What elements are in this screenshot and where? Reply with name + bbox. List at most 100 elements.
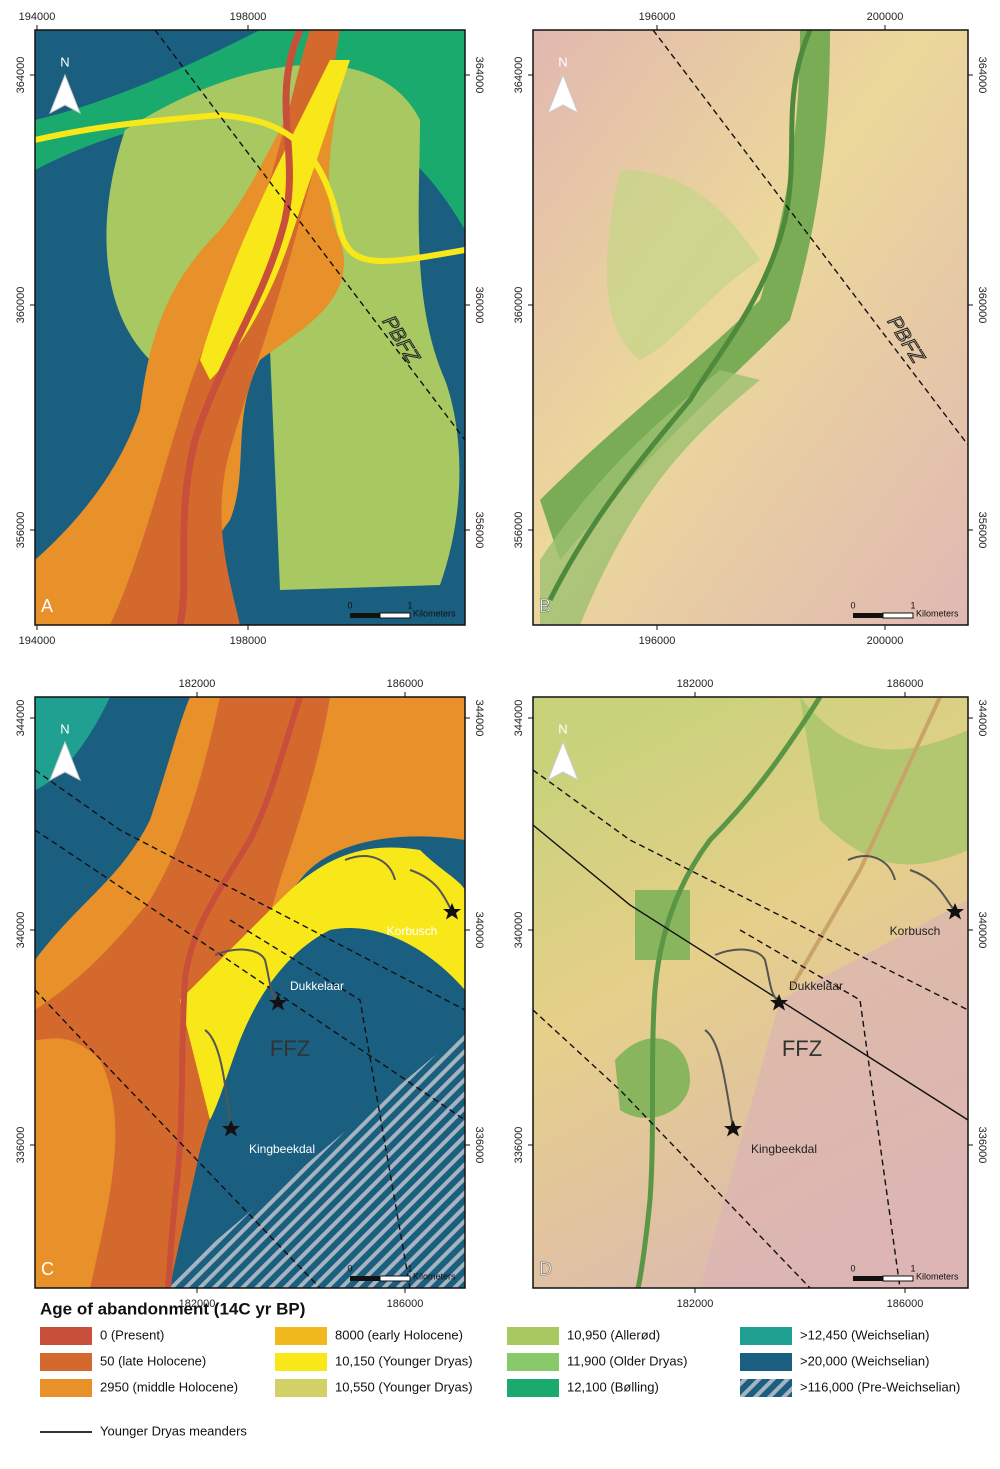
top-coordinate: 186000 xyxy=(387,678,424,690)
legend-swatch xyxy=(740,1327,792,1345)
scale-end: 1 xyxy=(407,600,412,610)
right-coordinate: 340000 xyxy=(976,912,988,949)
north-arrow xyxy=(49,73,81,115)
legend-label: 11,900 (Older Dryas) xyxy=(567,1353,687,1368)
legend-label: >116,000 (Pre-Weichselian) xyxy=(800,1379,960,1394)
map-d xyxy=(533,697,968,1288)
legend-label: 50 (late Holocene) xyxy=(100,1353,206,1368)
map-frame xyxy=(34,696,466,1289)
left-coordinate: 364000 xyxy=(513,57,525,94)
legend-title: Age of abandonment (14C yr BP) xyxy=(40,1299,305,1318)
left-coordinate: 356000 xyxy=(513,512,525,549)
map-label: Korbusch xyxy=(387,924,438,938)
top-coordinate: 194000 xyxy=(19,11,56,23)
north-label: N xyxy=(60,721,69,736)
top-coordinate: 200000 xyxy=(867,11,904,23)
legend-line-label: Younger Dryas meanders xyxy=(100,1423,247,1438)
scale-start: 0 xyxy=(347,600,352,610)
scale-bar xyxy=(853,1276,883,1281)
top-coordinate: 182000 xyxy=(179,678,216,690)
scale-end: 1 xyxy=(910,1263,915,1273)
bottom-coordinate: 186000 xyxy=(887,1298,924,1310)
scale-bar xyxy=(853,613,883,618)
right-coordinate: 364000 xyxy=(976,57,988,94)
right-coordinate: 344000 xyxy=(473,700,485,737)
legend-swatch xyxy=(40,1379,92,1397)
left-coordinate: 360000 xyxy=(513,287,525,324)
right-coordinate: 340000 xyxy=(473,912,485,949)
legend-swatch xyxy=(275,1379,327,1397)
bottom-coordinate: 182000 xyxy=(677,1298,714,1310)
map-c xyxy=(35,697,465,1288)
top-coordinate: 196000 xyxy=(639,11,676,23)
map-b xyxy=(533,30,968,625)
legend-label: 10,950 (Allerød) xyxy=(567,1327,660,1342)
legend-label: 8000 (early Holocene) xyxy=(335,1327,463,1342)
legend-swatch xyxy=(740,1353,792,1371)
bottom-coordinate: 196000 xyxy=(639,635,676,647)
legend-swatch xyxy=(507,1379,559,1397)
map-a xyxy=(35,30,465,625)
north-label: N xyxy=(558,721,567,736)
right-coordinate: 364000 xyxy=(473,57,485,94)
scale-bar xyxy=(350,613,380,618)
right-coordinate: 356000 xyxy=(473,512,485,549)
map-label: Dukkelaar xyxy=(290,979,344,993)
bottom-coordinate: 194000 xyxy=(19,635,56,647)
panel-letter: C xyxy=(41,1259,54,1279)
north-arrow xyxy=(547,740,579,782)
left-coordinate: 356000 xyxy=(15,512,27,549)
top-coordinate: 182000 xyxy=(677,678,714,690)
legend-swatch xyxy=(275,1327,327,1345)
left-coordinate: 344000 xyxy=(15,700,27,737)
right-coordinate: 360000 xyxy=(976,287,988,324)
right-coordinate: 344000 xyxy=(976,700,988,737)
legend-label: >12,450 (Weichselian) xyxy=(800,1327,929,1342)
right-coordinate: 336000 xyxy=(976,1127,988,1164)
map-label: Kingbeekdal xyxy=(249,1142,315,1156)
map-label: FFZ xyxy=(782,1036,822,1061)
legend-swatch xyxy=(40,1327,92,1345)
legend-swatch xyxy=(507,1353,559,1371)
scale-start: 0 xyxy=(850,600,855,610)
north-label: N xyxy=(558,54,567,69)
north-arrow xyxy=(547,73,579,115)
scale-start: 0 xyxy=(850,1263,855,1273)
legend-label: >20,000 (Weichselian) xyxy=(800,1353,929,1368)
scale-bar xyxy=(882,1275,914,1282)
map-label: FFZ xyxy=(270,1036,310,1061)
legend-swatch xyxy=(40,1353,92,1371)
top-coordinate: 198000 xyxy=(230,11,267,23)
map-label: Dukkelaar xyxy=(789,979,843,993)
top-coordinate: 186000 xyxy=(887,678,924,690)
scale-unit: Kilometers xyxy=(916,1271,959,1281)
stars xyxy=(222,903,964,1137)
scale-end: 1 xyxy=(910,600,915,610)
scale-unit: Kilometers xyxy=(413,1271,456,1281)
legend-label: 2950 (middle Holocene) xyxy=(100,1379,238,1394)
map-frame xyxy=(34,29,466,626)
left-coordinate: 364000 xyxy=(15,57,27,94)
right-coordinate: 356000 xyxy=(976,512,988,549)
legend-swatch xyxy=(507,1327,559,1345)
legend-swatch xyxy=(275,1353,327,1371)
scale-bar xyxy=(379,612,411,619)
north-label: N xyxy=(60,54,69,69)
left-coordinate: 344000 xyxy=(513,700,525,737)
left-coordinate: 336000 xyxy=(513,1127,525,1164)
map-frame xyxy=(532,29,969,626)
panel-letter: B xyxy=(539,596,551,616)
panel-letter: A xyxy=(41,596,53,616)
scale-bar xyxy=(350,1276,380,1281)
legend-swatch xyxy=(740,1379,792,1397)
left-coordinate: 336000 xyxy=(15,1127,27,1164)
right-coordinate: 360000 xyxy=(473,287,485,324)
legend-label: 10,550 (Younger Dryas) xyxy=(335,1379,473,1394)
legend-label: 10,150 (Younger Dryas) xyxy=(335,1353,473,1368)
map-label: Kingbeekdal xyxy=(751,1142,817,1156)
legend-label: 12,100 (Bølling) xyxy=(567,1379,659,1394)
map-label: Korbusch xyxy=(890,924,941,938)
scale-unit: Kilometers xyxy=(413,608,456,618)
scale-bar xyxy=(882,612,914,619)
